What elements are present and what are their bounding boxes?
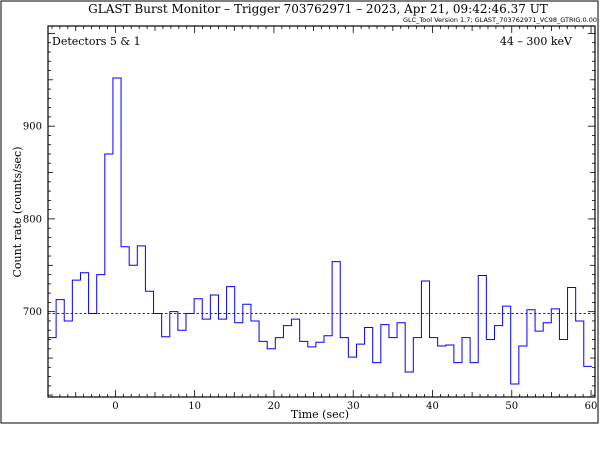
x-tick-label: 60 (585, 401, 598, 412)
outer-frame (0, 0, 599, 424)
x-tick-label: 10 (188, 401, 201, 412)
left-annotation: Detectors 5 & 1 (52, 35, 141, 48)
chart-title: GLAST Burst Monitor – Trigger 703762971 … (88, 2, 548, 16)
y-tick-label: 700 (23, 307, 42, 318)
y-axis-label: Count rate (counts/sec) (11, 147, 24, 278)
chart-subtitle: GLC_Tool Version 1.7; GLAST_703762971_VC… (403, 16, 597, 24)
y-tick-label: 800 (23, 214, 42, 225)
x-tick-label: 40 (426, 401, 439, 412)
x-tick-label: 50 (505, 401, 518, 412)
count-rate-histogram-series (48, 77, 592, 385)
x-axis-label: Time (sec) (291, 408, 349, 421)
x-tick-label: 0 (112, 401, 118, 412)
right-annotation: 44 – 300 keV (500, 35, 573, 48)
data-layer (48, 77, 595, 385)
axis-layer: 0 10 20 30 40 50 60 700 800 900 (23, 26, 597, 412)
y-tick-label: 900 (23, 122, 42, 133)
plot-area-frame (47, 25, 596, 398)
x-tick-label: 30 (347, 401, 360, 412)
x-tick-label: 20 (268, 401, 281, 412)
